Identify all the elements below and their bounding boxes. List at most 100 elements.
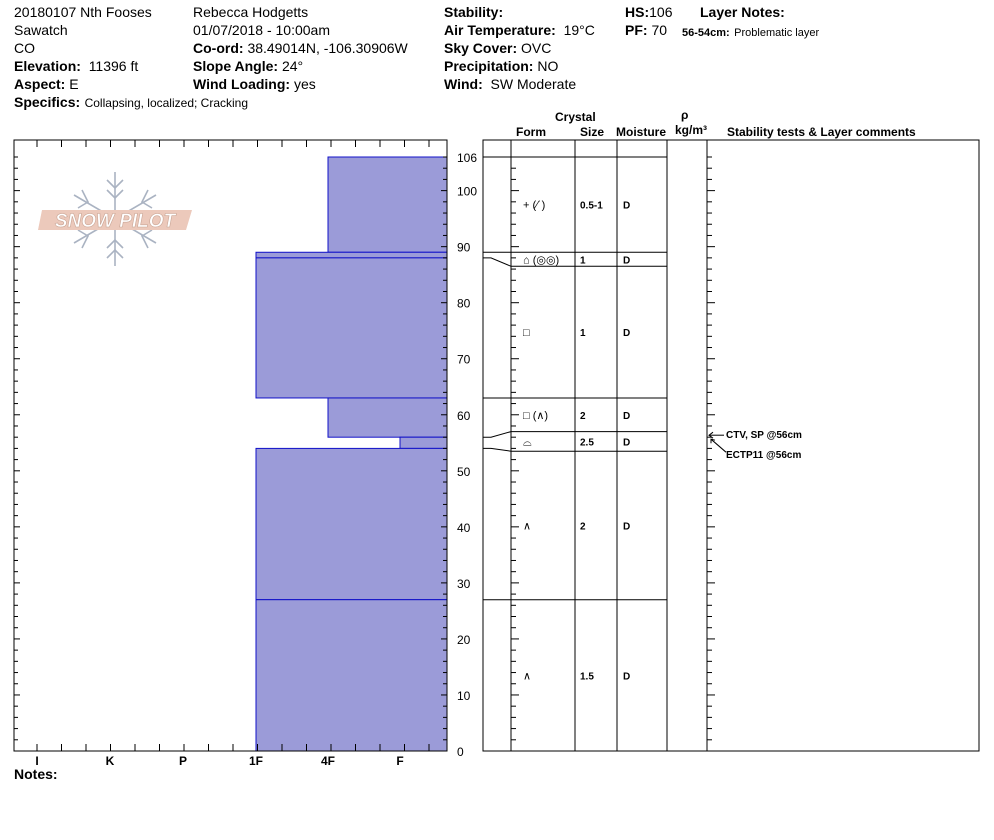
hardness-axis-label: 1F: [249, 754, 263, 768]
wind-loading-value: yes: [293, 76, 316, 92]
state: CO: [14, 40, 35, 56]
specifics-label: Specifics:: [14, 94, 81, 110]
moisture-value: D: [623, 411, 630, 422]
hardness-layer-bar: [327, 397, 448, 438]
comments-header: Stability tests & Layer comments: [727, 125, 916, 139]
wind-value: SW Moderate: [490, 76, 577, 92]
coord-value: 38.49014N, -106.30906W: [247, 40, 408, 56]
snowpilot-logo: SNOW PILOT: [38, 172, 192, 266]
layer-note: 56-54cm: Problematic layer: [682, 24, 819, 40]
hardness-axis-label: I: [35, 754, 38, 768]
air-temp-value: 19°C: [563, 22, 595, 38]
table-frame: [482, 139, 980, 752]
layer-notes-label: Layer Notes:: [700, 4, 785, 20]
hs-value: 106: [649, 4, 673, 20]
slope-value: 24°: [281, 58, 304, 74]
table-rows: + (⁄˙) 0.5-1 D ⌂ (◎◎) 1 D □ 1 D □ (∧) 2 D ⌓ 2.5 D ∧ 2 D ∧ 1…: [483, 200, 667, 682]
hardness-layer-bar: [255, 599, 448, 752]
elevation: Elevation: 11396 ft: [14, 59, 138, 73]
sky-value: OVC: [521, 40, 552, 56]
test-pointer-arrow: [710, 438, 727, 453]
hardness-layer-bar: [327, 156, 448, 253]
grain-size-value: 2: [580, 411, 586, 422]
logo-text: SNOW PILOT: [55, 211, 177, 232]
air-temperature: Air Temperature: 19°C: [444, 23, 595, 37]
grain-size-value: 2.5: [580, 437, 594, 448]
moisture-value: D: [623, 671, 630, 682]
elevation-value: 11396 ft: [88, 58, 139, 74]
rho-header: ρ: [681, 108, 689, 122]
depth-axis-label: 40: [457, 521, 471, 535]
table-border: [482, 139, 980, 752]
depth-axis-label: 50: [457, 465, 471, 479]
aspect-value: E: [69, 76, 79, 92]
grain-size-value: 1: [580, 255, 586, 266]
hardness-axis-label: P: [179, 754, 187, 768]
hardness-axis-label: F: [396, 754, 403, 768]
grain-form-symbol: ⌓: [523, 436, 532, 448]
pf: PF: 70: [625, 23, 667, 37]
slope-angle: Slope Angle: 24°: [193, 59, 303, 73]
layer-connector: [483, 447, 512, 452]
logo-banner: [38, 210, 192, 230]
grain-form-symbol: ⌂ (◎◎): [523, 254, 559, 266]
stability-test-label: ECTP11 @56cm: [726, 450, 801, 461]
elevation-label: Elevation:: [14, 58, 81, 74]
depth-axis-label: 20: [457, 633, 471, 647]
stability-tests: CTV, SP @56cm ECTP11 @56cm: [708, 430, 802, 461]
moisture-value: D: [623, 328, 630, 339]
coord-label: Co-ord:: [193, 40, 244, 56]
size-header: Size: [580, 125, 605, 139]
hardness-axis-label: 4F: [321, 754, 335, 768]
pf-value: 70: [651, 22, 668, 38]
specifics: Specifics: Collapsing, localized; Cracki…: [14, 95, 248, 111]
depth-axis-label: 30: [457, 577, 471, 591]
stability-test-label: CTV, SP @56cm: [726, 430, 802, 441]
precip-label: Precipitation:: [444, 58, 534, 74]
moisture-value: D: [623, 521, 630, 532]
moisture-value: D: [623, 201, 630, 212]
depth-axis-label: 106: [457, 151, 477, 165]
depth-axis-label: 0: [457, 745, 464, 759]
depth-axis-label: 100: [457, 185, 477, 199]
depth-axis-label: 80: [457, 297, 471, 311]
depth-axis-label: 90: [457, 241, 471, 255]
hardness-layers: [255, 156, 448, 752]
grain-form-symbol: + (⁄˙): [523, 200, 545, 212]
notes-label: Notes:: [14, 766, 58, 782]
hardness-layer-bar: [255, 257, 448, 399]
crystal-header: Crystal: [555, 110, 596, 124]
hardness-plot-border: [13, 139, 448, 752]
precip-value: NO: [537, 58, 559, 74]
arrow-head-icon: [710, 438, 716, 444]
precipitation: Precipitation: NO: [444, 59, 558, 73]
hardness-axis-labels: I K P 1F 4F F: [35, 754, 403, 768]
wind: Wind: SW Moderate: [444, 77, 576, 91]
hs-label: HS:: [625, 4, 650, 20]
sky-label: Sky Cover:: [444, 40, 518, 56]
moisture-value: D: [623, 437, 630, 448]
sky-cover: Sky Cover: OVC: [444, 41, 551, 55]
grain-size-value: 2: [580, 521, 586, 532]
depth-axis-label: 70: [457, 353, 471, 367]
range-name: Sawatch: [14, 22, 68, 38]
arrow-head-icon: [708, 431, 714, 439]
depth-axis-label: 10: [457, 689, 471, 703]
pit-name: 20180107 Nth Fooses: [14, 4, 152, 20]
grain-size-value: 1.5: [580, 671, 594, 682]
layer-connector: [483, 431, 512, 438]
stability-label: Stability:: [444, 4, 504, 20]
hardness-axis-label: K: [106, 754, 115, 768]
hardness-layer-bar: [255, 447, 448, 601]
density-unit-header: kg/m³: [675, 123, 708, 137]
form-header: Form: [516, 125, 546, 139]
grain-form-symbol: ∧: [523, 670, 531, 682]
aspect-label: Aspect:: [14, 76, 66, 92]
hardness-frame: [13, 139, 448, 752]
datetime: 01/07/2018 - 10:00am: [193, 22, 330, 38]
wind-loading: Wind Loading: yes: [193, 77, 316, 91]
layer-note-text: Problematic layer: [734, 27, 820, 39]
wind-label: Wind:: [444, 76, 483, 92]
